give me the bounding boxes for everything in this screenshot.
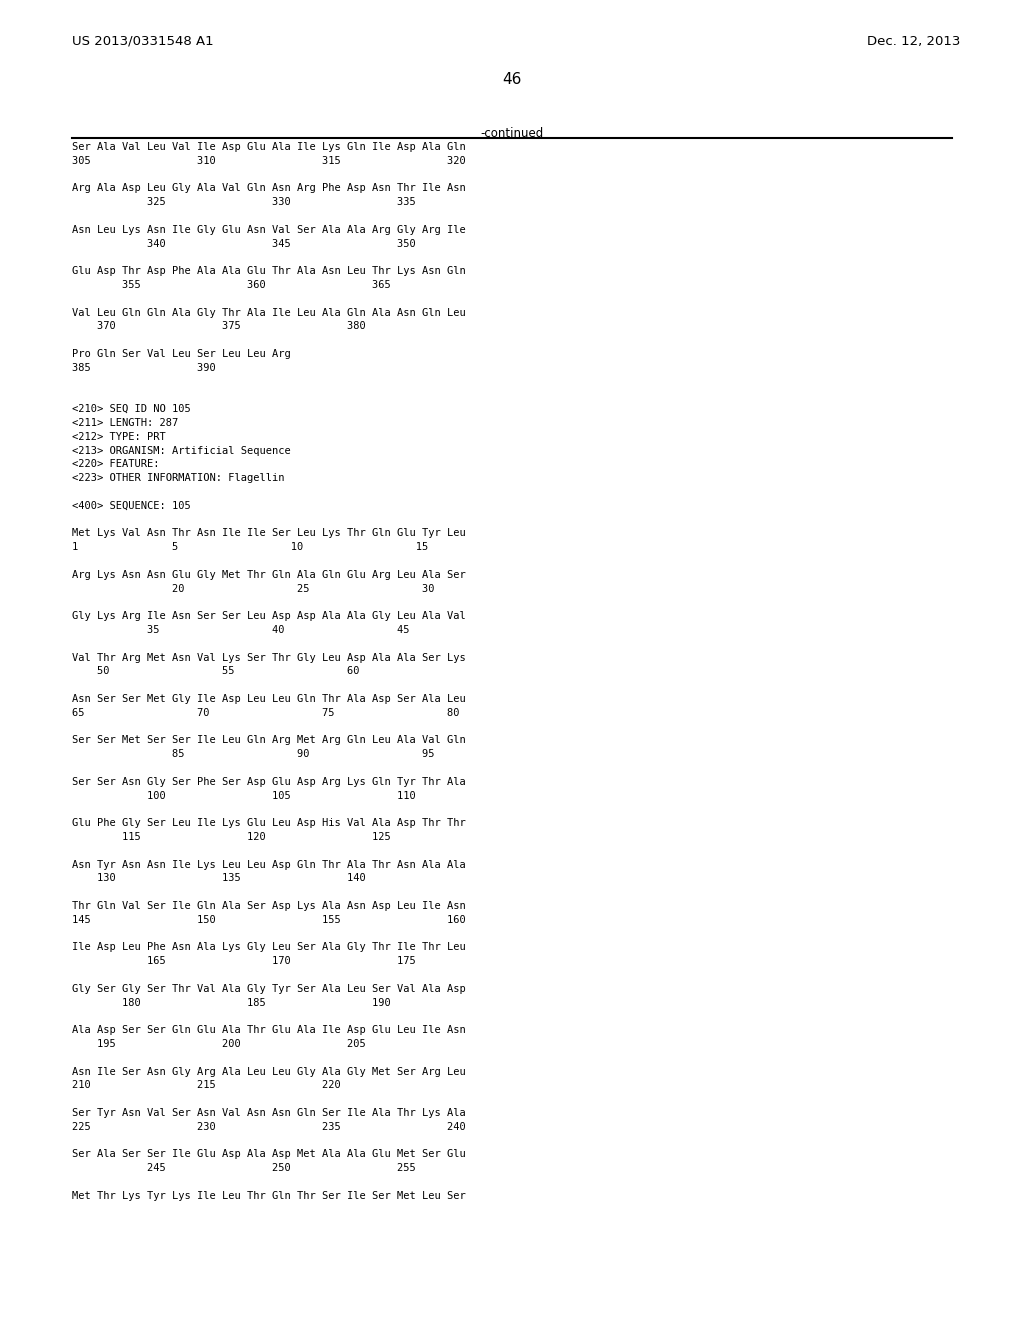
Text: Glu Asp Thr Asp Phe Ala Ala Glu Thr Ala Asn Leu Thr Lys Asn Gln: Glu Asp Thr Asp Phe Ala Ala Glu Thr Ala … <box>72 267 466 276</box>
Text: Thr Gln Val Ser Ile Gln Ala Ser Asp Lys Ala Asn Asp Leu Ile Asn: Thr Gln Val Ser Ile Gln Ala Ser Asp Lys … <box>72 902 466 911</box>
Text: Asn Ile Ser Asn Gly Arg Ala Leu Leu Gly Ala Gly Met Ser Arg Leu: Asn Ile Ser Asn Gly Arg Ala Leu Leu Gly … <box>72 1067 466 1077</box>
Text: 65                  70                  75                  80: 65 70 75 80 <box>72 708 460 718</box>
Text: Ser Ser Asn Gly Ser Phe Ser Asp Glu Asp Arg Lys Gln Tyr Thr Ala: Ser Ser Asn Gly Ser Phe Ser Asp Glu Asp … <box>72 776 466 787</box>
Text: Met Lys Val Asn Thr Asn Ile Ile Ser Leu Lys Thr Gln Glu Tyr Leu: Met Lys Val Asn Thr Asn Ile Ile Ser Leu … <box>72 528 466 539</box>
Text: -continued: -continued <box>480 127 544 140</box>
Text: 225                 230                 235                 240: 225 230 235 240 <box>72 1122 466 1131</box>
Text: Glu Phe Gly Ser Leu Ile Lys Glu Leu Asp His Val Ala Asp Thr Thr: Glu Phe Gly Ser Leu Ile Lys Glu Leu Asp … <box>72 818 466 828</box>
Text: Asn Tyr Asn Asn Ile Lys Leu Leu Asp Gln Thr Ala Thr Asn Ala Ala: Asn Tyr Asn Asn Ile Lys Leu Leu Asp Gln … <box>72 859 466 870</box>
Text: <223> OTHER INFORMATION: Flagellin: <223> OTHER INFORMATION: Flagellin <box>72 473 285 483</box>
Text: Asn Leu Lys Asn Ile Gly Glu Asn Val Ser Ala Ala Arg Gly Arg Ile: Asn Leu Lys Asn Ile Gly Glu Asn Val Ser … <box>72 224 466 235</box>
Text: 35                  40                  45: 35 40 45 <box>72 624 410 635</box>
Text: Gly Ser Gly Ser Thr Val Ala Gly Tyr Ser Ala Leu Ser Val Ala Asp: Gly Ser Gly Ser Thr Val Ala Gly Tyr Ser … <box>72 983 466 994</box>
Text: Ala Asp Ser Ser Gln Glu Ala Thr Glu Ala Ile Asp Glu Leu Ile Asn: Ala Asp Ser Ser Gln Glu Ala Thr Glu Ala … <box>72 1026 466 1035</box>
Text: Pro Gln Ser Val Leu Ser Leu Leu Arg: Pro Gln Ser Val Leu Ser Leu Leu Arg <box>72 348 291 359</box>
Text: Ser Ala Val Leu Val Ile Asp Glu Ala Ile Lys Gln Ile Asp Ala Gln: Ser Ala Val Leu Val Ile Asp Glu Ala Ile … <box>72 143 466 152</box>
Text: Val Thr Arg Met Asn Val Lys Ser Thr Gly Leu Asp Ala Ala Ser Lys: Val Thr Arg Met Asn Val Lys Ser Thr Gly … <box>72 652 466 663</box>
Text: <211> LENGTH: 287: <211> LENGTH: 287 <box>72 418 178 428</box>
Text: 20                  25                  30: 20 25 30 <box>72 583 434 594</box>
Text: 145                 150                 155                 160: 145 150 155 160 <box>72 915 466 925</box>
Text: 180                 185                 190: 180 185 190 <box>72 998 391 1007</box>
Text: Ser Tyr Asn Val Ser Asn Val Asn Asn Gln Ser Ile Ala Thr Lys Ala: Ser Tyr Asn Val Ser Asn Val Asn Asn Gln … <box>72 1107 466 1118</box>
Text: Dec. 12, 2013: Dec. 12, 2013 <box>866 36 961 48</box>
Text: Ser Ser Met Ser Ser Ile Leu Gln Arg Met Arg Gln Leu Ala Val Gln: Ser Ser Met Ser Ser Ile Leu Gln Arg Met … <box>72 735 466 746</box>
Text: 165                 170                 175: 165 170 175 <box>72 956 416 966</box>
Text: Ser Ala Ser Ser Ile Glu Asp Ala Asp Met Ala Ala Glu Met Ser Glu: Ser Ala Ser Ser Ile Glu Asp Ala Asp Met … <box>72 1150 466 1159</box>
Text: 210                 215                 220: 210 215 220 <box>72 1080 341 1090</box>
Text: US 2013/0331548 A1: US 2013/0331548 A1 <box>72 36 214 48</box>
Text: 115                 120                 125: 115 120 125 <box>72 832 391 842</box>
Text: 340                 345                 350: 340 345 350 <box>72 239 416 248</box>
Text: 46: 46 <box>503 73 521 87</box>
Text: <400> SEQUENCE: 105: <400> SEQUENCE: 105 <box>72 500 190 511</box>
Text: Ile Asp Leu Phe Asn Ala Lys Gly Leu Ser Ala Gly Thr Ile Thr Leu: Ile Asp Leu Phe Asn Ala Lys Gly Leu Ser … <box>72 942 466 953</box>
Text: Arg Ala Asp Leu Gly Ala Val Gln Asn Arg Phe Asp Asn Thr Ile Asn: Arg Ala Asp Leu Gly Ala Val Gln Asn Arg … <box>72 183 466 194</box>
Text: 50                  55                  60: 50 55 60 <box>72 667 359 676</box>
Text: 85                  90                  95: 85 90 95 <box>72 750 434 759</box>
Text: <210> SEQ ID NO 105: <210> SEQ ID NO 105 <box>72 404 190 414</box>
Text: 385                 390: 385 390 <box>72 363 216 372</box>
Text: 195                 200                 205: 195 200 205 <box>72 1039 366 1049</box>
Text: <213> ORGANISM: Artificial Sequence: <213> ORGANISM: Artificial Sequence <box>72 446 291 455</box>
Text: 130                 135                 140: 130 135 140 <box>72 874 366 883</box>
Text: Arg Lys Asn Asn Glu Gly Met Thr Gln Ala Gln Glu Arg Leu Ala Ser: Arg Lys Asn Asn Glu Gly Met Thr Gln Ala … <box>72 570 466 579</box>
Text: 245                 250                 255: 245 250 255 <box>72 1163 416 1173</box>
Text: Asn Ser Ser Met Gly Ile Asp Leu Leu Gln Thr Ala Asp Ser Ala Leu: Asn Ser Ser Met Gly Ile Asp Leu Leu Gln … <box>72 694 466 704</box>
Text: 325                 330                 335: 325 330 335 <box>72 197 416 207</box>
Text: <212> TYPE: PRT: <212> TYPE: PRT <box>72 432 166 442</box>
Text: 1               5                  10                  15: 1 5 10 15 <box>72 543 428 552</box>
Text: Gly Lys Arg Ile Asn Ser Ser Leu Asp Asp Ala Ala Gly Leu Ala Val: Gly Lys Arg Ile Asn Ser Ser Leu Asp Asp … <box>72 611 466 622</box>
Text: Val Leu Gln Gln Ala Gly Thr Ala Ile Leu Ala Gln Ala Asn Gln Leu: Val Leu Gln Gln Ala Gly Thr Ala Ile Leu … <box>72 308 466 318</box>
Text: 370                 375                 380: 370 375 380 <box>72 321 366 331</box>
Text: 305                 310                 315                 320: 305 310 315 320 <box>72 156 466 166</box>
Text: Met Thr Lys Tyr Lys Ile Leu Thr Gln Thr Ser Ile Ser Met Leu Ser: Met Thr Lys Tyr Lys Ile Leu Thr Gln Thr … <box>72 1191 466 1201</box>
Text: 355                 360                 365: 355 360 365 <box>72 280 391 290</box>
Text: 100                 105                 110: 100 105 110 <box>72 791 416 801</box>
Text: <220> FEATURE:: <220> FEATURE: <box>72 459 160 470</box>
